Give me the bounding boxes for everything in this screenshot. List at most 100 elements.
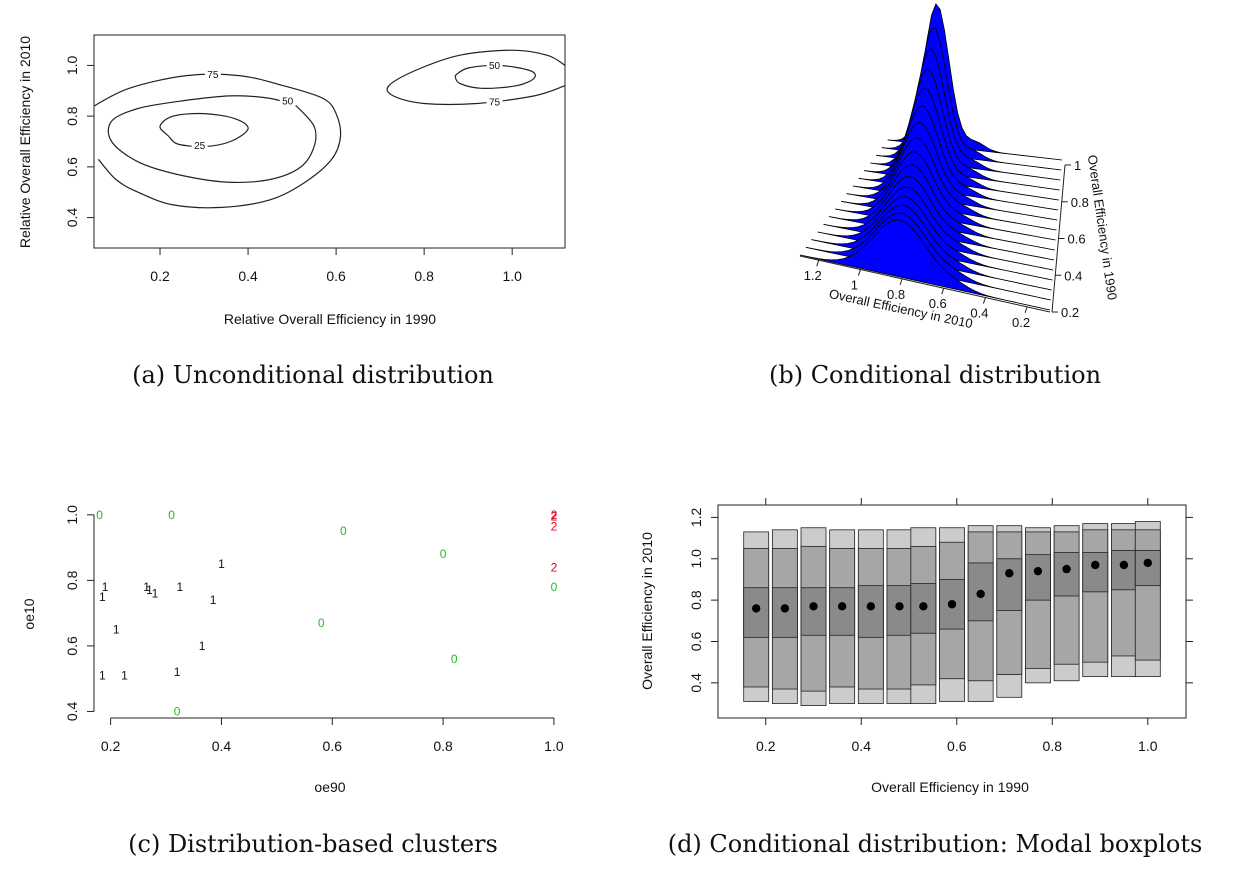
box-band bbox=[1053, 531, 1080, 665]
box-band bbox=[1111, 550, 1137, 591]
surface-slices bbox=[799, 3, 1063, 311]
x-tick-label: 0.8 bbox=[1043, 738, 1063, 754]
y-tick-label: 0.4 bbox=[688, 673, 704, 693]
surface-x-tick-label: 0.8 bbox=[887, 287, 905, 302]
surface-slice bbox=[817, 196, 1053, 281]
surface-x-tick bbox=[1024, 306, 1028, 314]
contour-label-bg bbox=[204, 68, 221, 80]
surface-x-tick bbox=[857, 269, 861, 276]
surface-y-tick-label: 0.8 bbox=[1071, 195, 1089, 210]
surface-x-tick-label: 1 bbox=[851, 278, 858, 293]
cluster-point: 2 bbox=[551, 560, 558, 574]
mode-point bbox=[866, 602, 876, 611]
surface-x-tick-label: 0.2 bbox=[1012, 315, 1030, 330]
surface-x-axis-line bbox=[799, 255, 1051, 313]
y-tick-label: 1.0 bbox=[64, 55, 80, 75]
caption-b: (b) Conditional distribution bbox=[769, 361, 1101, 389]
surface-slice bbox=[799, 219, 1051, 311]
contour-label: 75 bbox=[489, 98, 501, 109]
surface-x-tick bbox=[941, 288, 945, 295]
boxes bbox=[743, 521, 1161, 706]
x-axis-ticks: 0.2 0.4 0.6 0.8 1.0 bbox=[150, 248, 522, 284]
surface-y-tick-label: 0.6 bbox=[1068, 232, 1086, 247]
mode-point bbox=[976, 589, 985, 599]
contour-labels: 25 50 75 50 75 bbox=[191, 59, 503, 152]
y-tick-label: 1.0 bbox=[64, 505, 80, 525]
cluster-point: 0 bbox=[440, 547, 447, 561]
surface-y-tick-label: 1 bbox=[1074, 158, 1081, 173]
mode-point bbox=[1119, 560, 1129, 570]
box-band bbox=[1082, 552, 1109, 593]
cluster-point: 1 bbox=[210, 593, 217, 607]
surface-y-axis: 1 0.8 0.6 0.4 0.2 bbox=[1051, 158, 1089, 320]
cluster-point: 1 bbox=[99, 668, 106, 682]
cluster-point: 0 bbox=[451, 652, 458, 666]
cluster-point: 1 bbox=[152, 586, 159, 600]
x-tick-label: 0.6 bbox=[326, 268, 346, 284]
y-tick-label: 0.6 bbox=[64, 157, 80, 177]
y-tick-label: 0.8 bbox=[64, 106, 80, 126]
surface-x-tick-label: 0.4 bbox=[970, 306, 988, 321]
mode-point bbox=[837, 602, 847, 611]
mode-point bbox=[895, 602, 904, 611]
contour-line bbox=[454, 64, 536, 89]
surface-x-tick bbox=[816, 260, 820, 267]
surface-y-axis-label: Overall Efficiency in 1990 bbox=[1085, 154, 1120, 301]
y-axis-ticks: 0.4 0.6 0.8 1.0 bbox=[64, 505, 95, 721]
x-tick-label: 1.0 bbox=[502, 268, 522, 284]
surface-x-tick-label: 1.2 bbox=[804, 268, 822, 283]
contour-label: 25 bbox=[194, 141, 206, 152]
y-axis-ticks: 0.4 0.6 0.8 1.0 bbox=[64, 55, 94, 227]
contour-label: 50 bbox=[282, 96, 294, 107]
box-band bbox=[800, 587, 827, 636]
contour-label-bg bbox=[486, 96, 503, 108]
caption-a: (a) Unconditional distribution bbox=[132, 361, 494, 389]
surface-slice bbox=[852, 121, 1058, 221]
surface-x-axis: 1.2 1 0.8 0.6 0.4 0.2 bbox=[799, 255, 1051, 330]
cluster-point: 1 bbox=[146, 583, 153, 597]
y-tick-label: 0.8 bbox=[64, 570, 80, 590]
cluster-point: 1 bbox=[143, 580, 150, 594]
surface-x-tick-label: 0.6 bbox=[929, 296, 947, 311]
contour-label-bg bbox=[191, 139, 208, 151]
y-axis-label: Overall Efficiency in 2010 bbox=[639, 532, 655, 690]
x-tick-label: 0.8 bbox=[414, 268, 434, 284]
x-axis-label: Relative Overall Efficiency in 1990 bbox=[224, 311, 436, 327]
cluster-point: 0 bbox=[551, 580, 558, 594]
cluster-point: 2 bbox=[551, 508, 558, 522]
surface-y-tick-label: 0.4 bbox=[1064, 268, 1082, 283]
y-tick-label: 0.8 bbox=[688, 590, 704, 610]
cluster-point: 2 bbox=[551, 509, 558, 523]
y-axis-ticks: 0.4 0.6 0.8 1.0 1.2 bbox=[688, 507, 1193, 693]
x-tick-label: 0.6 bbox=[947, 738, 967, 754]
x-tick-label: 0.4 bbox=[238, 268, 258, 284]
contour-label-bg bbox=[279, 94, 296, 106]
mode-point bbox=[780, 604, 790, 613]
box-band bbox=[1053, 552, 1080, 597]
mode-point bbox=[1005, 569, 1014, 578]
surface-x-tick bbox=[982, 297, 986, 304]
modal-boxplots: 0.2 0.4 0.6 0.8 1.0 0.4 0.6 0.8 1.0 1.2 Overall … bbox=[639, 498, 1193, 795]
y-axis-label: Relative Overall Efficiency in 2010 bbox=[17, 36, 33, 248]
mode-point bbox=[1033, 566, 1043, 576]
contour-line bbox=[93, 73, 342, 209]
surface-x-tick bbox=[899, 278, 903, 286]
y-tick-label: 1.0 bbox=[688, 549, 704, 569]
surface-slice bbox=[828, 175, 1055, 261]
x-tick-label: 0.4 bbox=[212, 738, 232, 754]
box-band bbox=[857, 585, 884, 638]
x-axis-label: Overall Efficiency in 1990 bbox=[871, 779, 1029, 795]
contour-lines bbox=[93, 49, 566, 209]
cluster-point: 0 bbox=[318, 616, 325, 630]
y-tick-label: 0.4 bbox=[64, 208, 80, 228]
box-band bbox=[1025, 554, 1051, 601]
y-tick-label: 0.6 bbox=[64, 636, 80, 656]
cluster-point: 1 bbox=[199, 639, 206, 653]
mode-point bbox=[1143, 558, 1152, 568]
x-tick-label: 1.0 bbox=[544, 738, 564, 754]
box-band bbox=[1134, 550, 1161, 587]
mode-point bbox=[1062, 564, 1071, 574]
cluster-point: 1 bbox=[102, 580, 109, 594]
